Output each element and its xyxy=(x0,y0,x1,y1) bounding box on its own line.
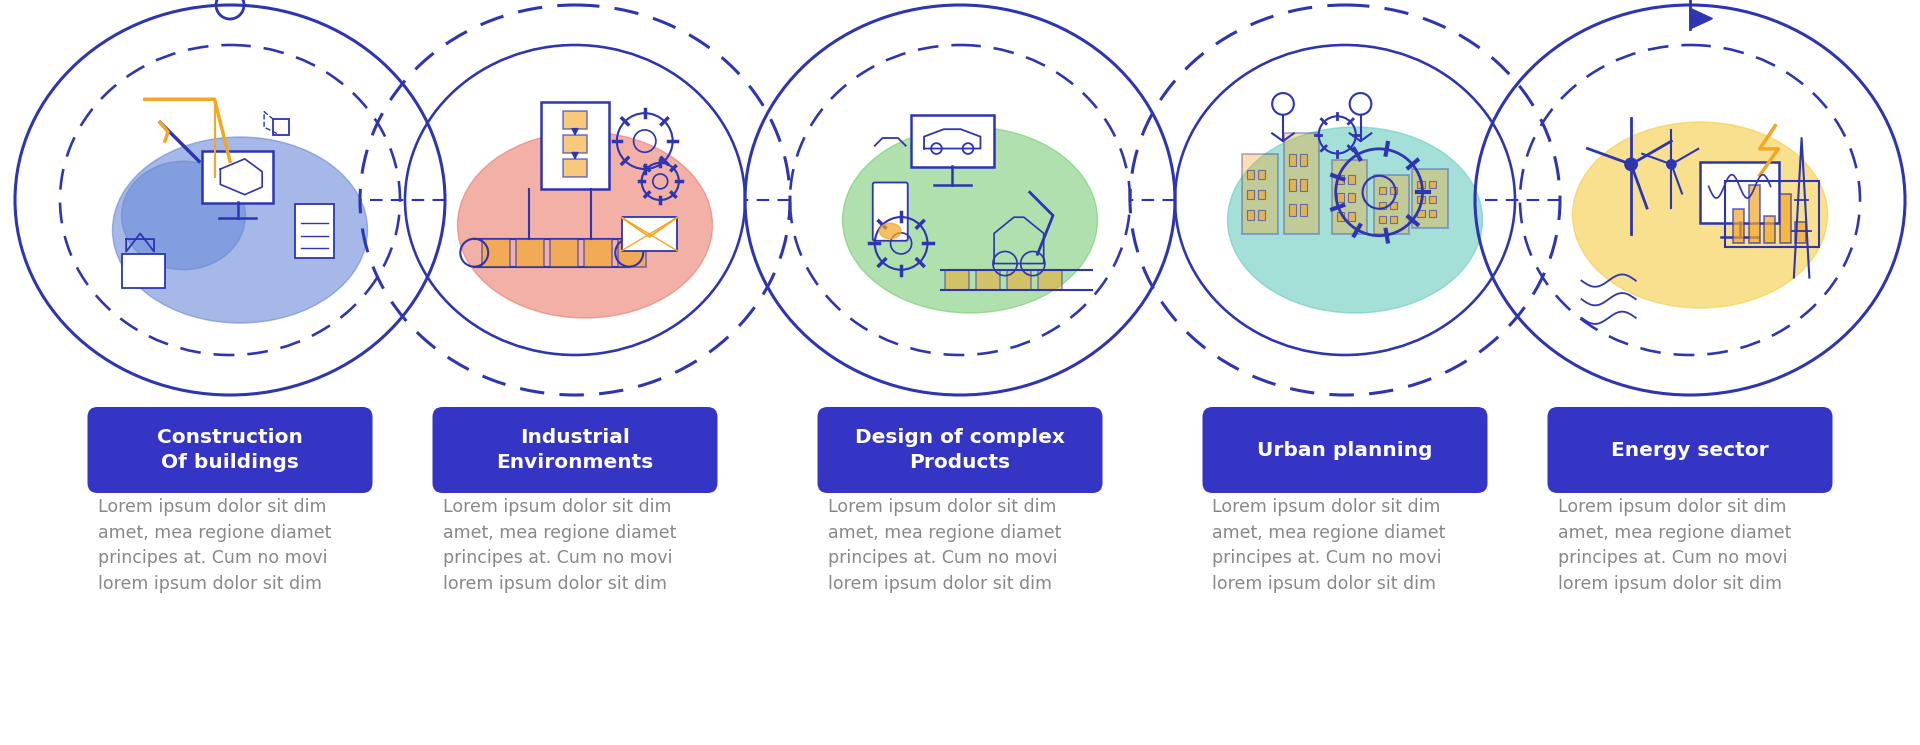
FancyBboxPatch shape xyxy=(618,238,647,267)
FancyBboxPatch shape xyxy=(1258,210,1265,220)
FancyBboxPatch shape xyxy=(1373,175,1409,234)
FancyBboxPatch shape xyxy=(1332,159,1367,234)
FancyBboxPatch shape xyxy=(563,111,588,129)
FancyBboxPatch shape xyxy=(1764,215,1776,244)
FancyBboxPatch shape xyxy=(1734,209,1743,244)
FancyBboxPatch shape xyxy=(1258,170,1265,180)
FancyBboxPatch shape xyxy=(1336,212,1344,221)
FancyBboxPatch shape xyxy=(563,135,588,153)
FancyBboxPatch shape xyxy=(1417,181,1425,188)
FancyBboxPatch shape xyxy=(1348,193,1356,202)
FancyBboxPatch shape xyxy=(202,150,273,203)
Text: Industrial
Environments: Industrial Environments xyxy=(497,428,653,472)
Text: Lorem ipsum dolor sit dim
amet, mea regione diamet
principes at. Cum no movi
lor: Lorem ipsum dolor sit dim amet, mea regi… xyxy=(828,498,1062,593)
FancyBboxPatch shape xyxy=(1246,210,1254,220)
Ellipse shape xyxy=(457,132,712,318)
FancyBboxPatch shape xyxy=(541,102,609,189)
FancyBboxPatch shape xyxy=(1780,194,1791,244)
Ellipse shape xyxy=(121,161,246,270)
FancyBboxPatch shape xyxy=(1300,204,1308,216)
FancyBboxPatch shape xyxy=(1288,153,1296,165)
FancyBboxPatch shape xyxy=(1795,222,1807,244)
Polygon shape xyxy=(1690,8,1713,29)
Circle shape xyxy=(1667,159,1676,169)
FancyBboxPatch shape xyxy=(1037,270,1062,290)
Ellipse shape xyxy=(843,127,1098,313)
FancyBboxPatch shape xyxy=(910,115,993,167)
Text: Construction
Of buildings: Construction Of buildings xyxy=(157,428,303,472)
FancyBboxPatch shape xyxy=(1379,187,1386,194)
FancyBboxPatch shape xyxy=(1348,212,1356,221)
FancyBboxPatch shape xyxy=(121,254,165,288)
FancyBboxPatch shape xyxy=(1300,179,1308,191)
Circle shape xyxy=(1624,158,1638,171)
FancyBboxPatch shape xyxy=(88,407,372,493)
FancyBboxPatch shape xyxy=(1390,217,1398,224)
FancyBboxPatch shape xyxy=(296,204,334,258)
FancyBboxPatch shape xyxy=(1390,187,1398,194)
FancyBboxPatch shape xyxy=(551,238,578,267)
FancyBboxPatch shape xyxy=(1336,193,1344,202)
FancyBboxPatch shape xyxy=(1749,185,1761,244)
FancyBboxPatch shape xyxy=(1300,153,1308,165)
FancyBboxPatch shape xyxy=(1246,170,1254,180)
FancyBboxPatch shape xyxy=(1348,174,1356,183)
Text: Energy sector: Energy sector xyxy=(1611,440,1768,460)
FancyBboxPatch shape xyxy=(1390,202,1398,209)
FancyBboxPatch shape xyxy=(1288,204,1296,216)
FancyBboxPatch shape xyxy=(1202,407,1488,493)
FancyBboxPatch shape xyxy=(1548,407,1832,493)
FancyBboxPatch shape xyxy=(482,238,511,267)
FancyBboxPatch shape xyxy=(1288,179,1296,191)
FancyBboxPatch shape xyxy=(1417,195,1425,203)
FancyBboxPatch shape xyxy=(1006,270,1031,290)
Text: Urban planning: Urban planning xyxy=(1258,440,1432,460)
FancyBboxPatch shape xyxy=(1413,169,1448,228)
Text: Lorem ipsum dolor sit dim
amet, mea regione diamet
principes at. Cum no movi
lor: Lorem ipsum dolor sit dim amet, mea regi… xyxy=(442,498,676,593)
FancyBboxPatch shape xyxy=(975,270,1000,290)
FancyBboxPatch shape xyxy=(874,183,908,241)
FancyBboxPatch shape xyxy=(945,270,970,290)
FancyBboxPatch shape xyxy=(1258,190,1265,200)
FancyBboxPatch shape xyxy=(584,238,612,267)
FancyBboxPatch shape xyxy=(1284,133,1319,234)
FancyBboxPatch shape xyxy=(1336,174,1344,183)
Ellipse shape xyxy=(1572,122,1828,308)
FancyBboxPatch shape xyxy=(1246,190,1254,200)
FancyBboxPatch shape xyxy=(273,119,288,135)
FancyBboxPatch shape xyxy=(432,407,718,493)
FancyBboxPatch shape xyxy=(1242,153,1277,234)
FancyBboxPatch shape xyxy=(1699,162,1780,223)
FancyBboxPatch shape xyxy=(818,407,1102,493)
FancyBboxPatch shape xyxy=(1417,210,1425,218)
FancyBboxPatch shape xyxy=(622,218,678,251)
FancyBboxPatch shape xyxy=(563,159,588,177)
Ellipse shape xyxy=(113,137,367,323)
Text: Lorem ipsum dolor sit dim
amet, mea regione diamet
principes at. Cum no movi
lor: Lorem ipsum dolor sit dim amet, mea regi… xyxy=(1557,498,1791,593)
Text: Design of complex
Products: Design of complex Products xyxy=(854,428,1066,472)
FancyBboxPatch shape xyxy=(1379,202,1386,209)
Text: Lorem ipsum dolor sit dim
amet, mea regione diamet
principes at. Cum no movi
lor: Lorem ipsum dolor sit dim amet, mea regi… xyxy=(98,498,330,593)
FancyBboxPatch shape xyxy=(1379,217,1386,224)
FancyBboxPatch shape xyxy=(516,238,543,267)
Ellipse shape xyxy=(879,224,900,238)
FancyBboxPatch shape xyxy=(1428,195,1436,203)
Text: Lorem ipsum dolor sit dim
amet, mea regione diamet
principes at. Cum no movi
lor: Lorem ipsum dolor sit dim amet, mea regi… xyxy=(1213,498,1446,593)
FancyBboxPatch shape xyxy=(1428,210,1436,218)
Ellipse shape xyxy=(1227,127,1482,313)
FancyBboxPatch shape xyxy=(1428,181,1436,188)
